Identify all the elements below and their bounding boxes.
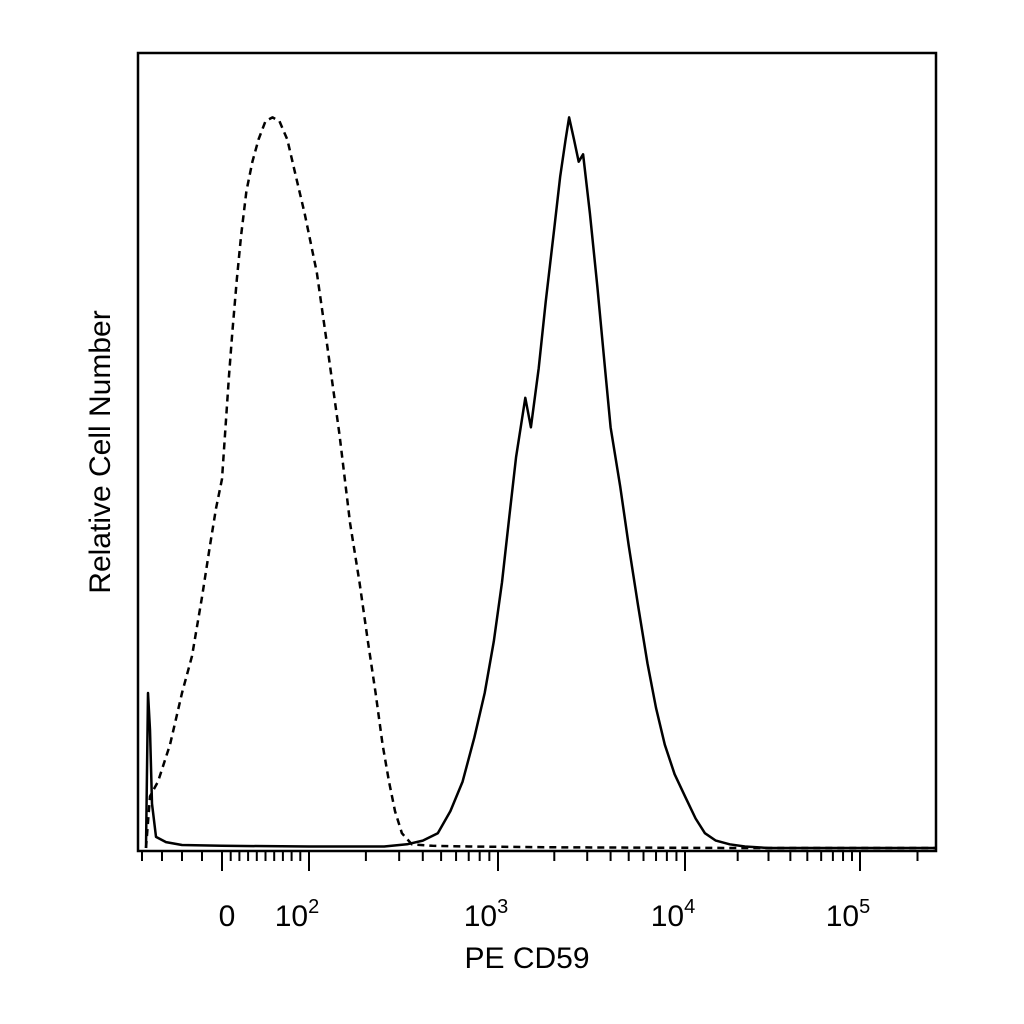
x-tick-label: 105 <box>826 896 871 933</box>
series-layer <box>144 116 936 850</box>
x-tick-label: 104 <box>651 896 696 933</box>
y-axis-title: Relative Cell Number <box>84 310 117 593</box>
x-tick-label: 0 <box>219 900 236 933</box>
x-tick-label: 102 <box>275 896 320 933</box>
series-line-solid <box>144 116 936 850</box>
x-axis-ticks <box>141 851 919 871</box>
x-axis-title: PE CD59 <box>464 942 589 975</box>
x-tick-label: 103 <box>464 896 509 933</box>
x-axis-tick-labels: 0 102 103 104 105 <box>219 896 871 933</box>
series-line-dashed <box>144 116 936 850</box>
plot-frame <box>136 51 938 853</box>
